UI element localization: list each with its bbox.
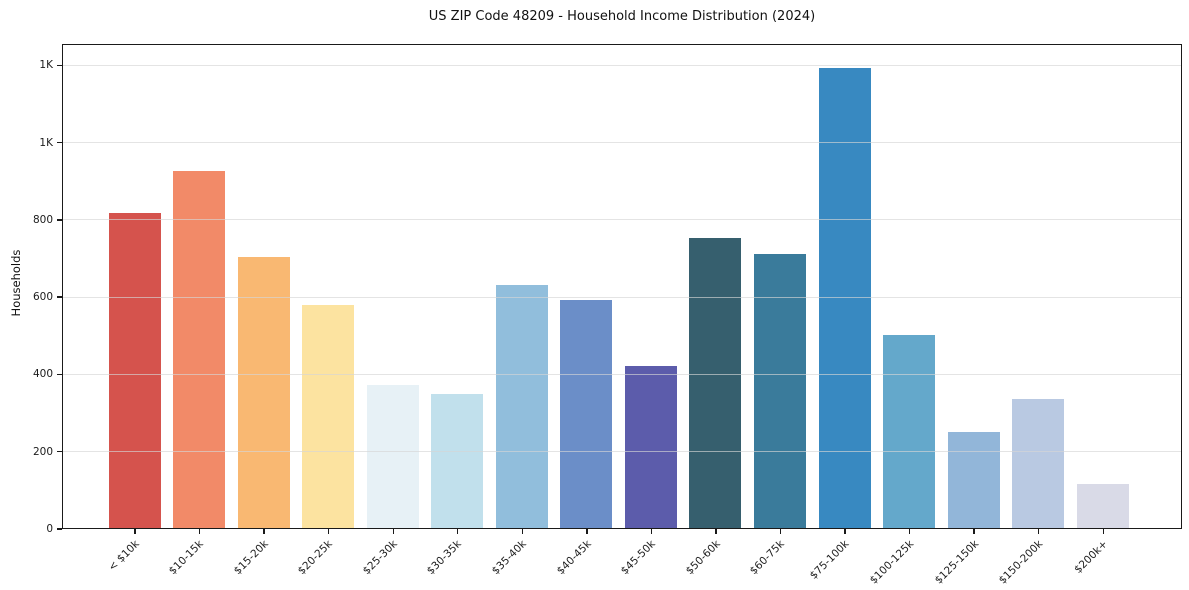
x-tick-label-10-15k: $10-15k — [166, 538, 207, 578]
bar-25-30k — [366, 385, 419, 528]
y-tick-mark-800 — [57, 219, 62, 221]
x-tick-label-150-200k: $150-200k — [996, 538, 1046, 587]
x-tick-label-100-125k: $100-125k — [867, 538, 917, 587]
x-tick-mark-9 — [715, 529, 717, 534]
x-tick-label-30-35k: $30-35k — [425, 538, 465, 578]
bar-15-20k — [237, 257, 290, 528]
bar-125-150k — [947, 432, 1000, 528]
x-tick-label-200k+: $200k+ — [1071, 538, 1110, 576]
y-tick-label-600: 600 — [32, 291, 53, 304]
x-tick-mark-13 — [973, 529, 975, 534]
gridline-y-600 — [63, 296, 1181, 298]
y-tick-mark-200 — [57, 451, 62, 453]
bar-200k+ — [1076, 483, 1129, 528]
x-tick-label-40-45k: $40-45k — [554, 538, 594, 578]
x-tick-mark-11 — [844, 529, 846, 534]
y-tick-label-200: 200 — [32, 445, 53, 458]
gridline-y-1000 — [63, 142, 1181, 144]
y-tick-mark-1200 — [57, 64, 62, 66]
plot-area — [62, 44, 1182, 529]
x-tick-label-60-75k: $60-75k — [747, 538, 787, 578]
y-tick-label-1000: 1K — [39, 136, 53, 149]
chart-title: US ZIP Code 48209 - Household Income Dis… — [428, 9, 816, 24]
y-tick-label-1200: 1K — [39, 59, 53, 72]
x-tick-label-20-25k: $20-25k — [296, 538, 336, 578]
x-tick-mark-7 — [586, 529, 588, 534]
y-tick-label-400: 400 — [32, 368, 53, 381]
x-tick-mark-2 — [263, 529, 265, 534]
bar-100-125k — [883, 334, 936, 528]
bar-75-100k — [818, 68, 871, 528]
bar-45-50k — [624, 365, 677, 528]
x-tick-label-10k: < $10k — [105, 538, 142, 574]
x-tick-mark-0 — [134, 529, 136, 534]
y-tick-mark-600 — [57, 296, 62, 298]
y-tick-label-800: 800 — [32, 213, 53, 226]
x-tick-label-25-30k: $25-30k — [360, 538, 400, 578]
x-tick-label-15-20k: $15-20k — [231, 538, 271, 578]
bar-40-45k — [560, 300, 613, 528]
y-tick-mark-1000 — [57, 141, 62, 144]
x-tick-mark-4 — [392, 529, 394, 534]
x-tick-mark-14 — [1038, 529, 1040, 534]
x-tick-label-125-150k: $125-150k — [932, 538, 981, 587]
x-tick-mark-12 — [908, 529, 911, 534]
bar-10k — [108, 213, 161, 528]
x-tick-mark-8 — [650, 529, 653, 534]
bar-35-40k — [495, 285, 548, 528]
x-tick-mark-3 — [327, 529, 330, 534]
y-tick-label-0: 0 — [46, 523, 53, 535]
y-tick-mark-0 — [57, 528, 62, 530]
bar-20-25k — [302, 304, 355, 528]
bar-10-15k — [173, 170, 226, 528]
x-tick-mark-6 — [521, 529, 523, 534]
gridline-y-400 — [63, 373, 1181, 375]
x-tick-label-75-100k: $75-100k — [807, 538, 852, 582]
y-tick-mark-400 — [57, 373, 62, 376]
gridline-y-1200 — [63, 64, 1181, 66]
x-tick-label-50-60k: $50-60k — [683, 538, 723, 578]
y-axis-label: Households — [9, 249, 23, 317]
bar-50-60k — [689, 238, 742, 528]
x-tick-mark-1 — [198, 529, 201, 534]
bar-60-75k — [754, 253, 806, 528]
bar-150-200k — [1012, 398, 1065, 528]
bar-30-35k — [431, 393, 484, 528]
x-tick-label-45-50k: $45-50k — [618, 538, 658, 578]
gridline-y-200 — [63, 451, 1181, 453]
x-tick-mark-5 — [457, 529, 459, 534]
gridline-y-800 — [63, 219, 1181, 221]
x-tick-mark-10 — [779, 529, 782, 534]
x-tick-label-35-40k: $35-40k — [489, 538, 529, 578]
x-tick-mark-15 — [1102, 529, 1104, 534]
